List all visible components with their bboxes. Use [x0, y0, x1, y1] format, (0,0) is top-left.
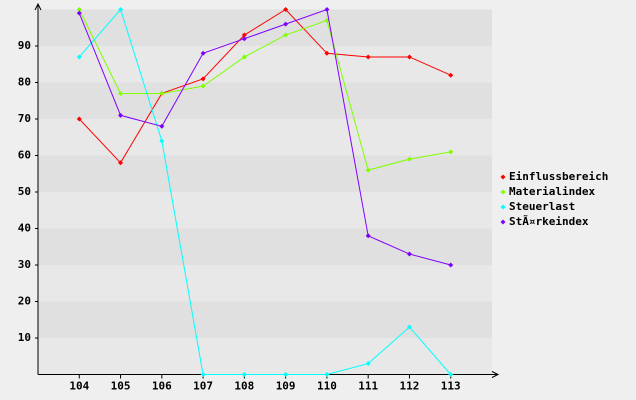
data-point: [200, 76, 206, 82]
data-point: [365, 167, 371, 173]
data-point: [406, 156, 412, 162]
data-point: [448, 262, 454, 268]
data-point: [76, 116, 82, 122]
data-point: [76, 54, 82, 60]
x-tick-label: 106: [152, 380, 172, 393]
legend-marker: [500, 189, 506, 195]
x-axis-arrow: [491, 371, 500, 378]
stripe: [38, 155, 492, 192]
y-tick-label: 40: [18, 222, 31, 235]
x-tick-label: 104: [69, 380, 89, 393]
data-point: [118, 90, 124, 96]
stripe: [38, 119, 492, 156]
series-line: [78, 8, 452, 375]
y-axis-arrow: [34, 2, 42, 11]
x-tick-label: 107: [193, 380, 213, 393]
data-point: [200, 372, 206, 377]
x-tick-label: 110: [317, 380, 337, 393]
data-point: [76, 7, 82, 12]
stripe: [38, 82, 492, 119]
legend-label: StÃ¤rkeindex: [509, 215, 589, 228]
y-tick-label: 20: [18, 295, 31, 308]
data-point: [159, 138, 165, 144]
legend-marker: [500, 219, 506, 225]
data-point: [324, 17, 330, 23]
stripe: [38, 338, 492, 375]
data-point: [241, 36, 247, 42]
data-point: [406, 324, 412, 330]
data-point: [200, 50, 206, 56]
x-tick-label: 108: [234, 380, 254, 393]
stripe: [38, 46, 492, 83]
y-tick-label: 10: [18, 331, 31, 344]
data-point: [324, 50, 330, 56]
y-tick-label: 80: [18, 76, 31, 89]
legend-label: Steuerlast: [509, 200, 575, 213]
x-tick-label: 105: [111, 380, 131, 393]
y-tick-label: 50: [18, 185, 31, 198]
legend-label: Einflussbereich: [509, 170, 608, 183]
series-line: [78, 8, 451, 266]
data-point: [365, 54, 371, 60]
data-point: [283, 32, 289, 38]
legend-marker: [500, 174, 506, 180]
data-point: [159, 123, 165, 129]
data-point: [118, 112, 124, 118]
data-point: [365, 361, 371, 367]
data-point: [324, 372, 330, 377]
data-point: [283, 372, 289, 377]
legend-label: Materialindex: [509, 185, 595, 198]
series-line: [78, 9, 451, 171]
data-point: [448, 372, 454, 377]
data-point: [283, 21, 289, 27]
series-line: [78, 8, 451, 164]
data-point: [406, 251, 412, 257]
y-tick-label: 60: [18, 149, 31, 162]
data-point: [241, 54, 247, 60]
data-point: [118, 160, 124, 166]
data-point: [448, 72, 454, 78]
x-tick-label: 109: [276, 380, 296, 393]
y-tick-label: 90: [18, 39, 31, 52]
y-tick-label: 30: [18, 258, 31, 271]
stripe: [38, 228, 492, 265]
data-point: [241, 32, 247, 38]
stripe: [38, 192, 492, 229]
data-point: [406, 54, 412, 60]
data-point: [324, 7, 330, 12]
data-point: [76, 10, 82, 16]
data-point: [283, 7, 289, 12]
y-tick-label: 70: [18, 112, 31, 125]
data-point: [159, 90, 165, 96]
data-point: [118, 7, 124, 12]
data-point: [241, 372, 247, 377]
x-tick-label: 112: [400, 380, 420, 393]
x-tick-label: 113: [441, 380, 461, 393]
stripe: [38, 9, 492, 46]
data-point: [200, 83, 206, 89]
data-point: [448, 149, 454, 155]
legend-marker: [500, 204, 506, 210]
x-tick-label: 111: [358, 380, 378, 393]
stripe: [38, 301, 492, 338]
stripe: [38, 265, 492, 302]
data-point: [365, 233, 371, 239]
